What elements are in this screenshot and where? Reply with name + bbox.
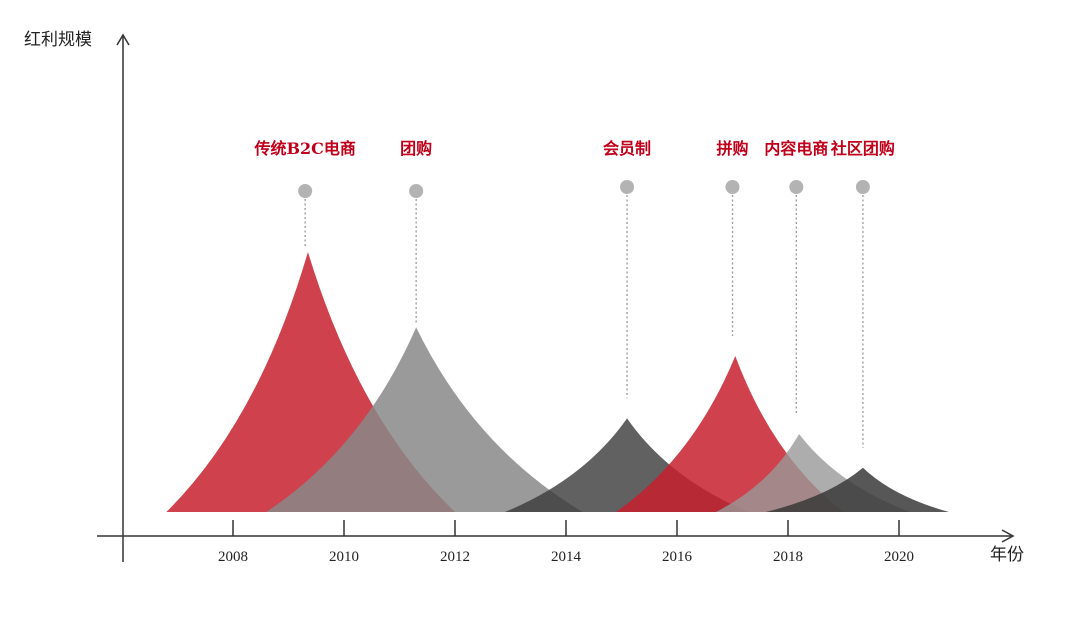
peak-area-2 — [266, 327, 583, 512]
y-axis-arrow-icon — [116, 33, 130, 46]
x-tick-label: 2014 — [551, 549, 582, 565]
phase-label: 内容电商 — [764, 139, 828, 158]
marker-dot — [409, 184, 424, 198]
phase-labels-layer: 传统B2C电商 团购 会员制 拼购 内容电商 社区团购 — [253, 139, 894, 158]
x-axis-arrow-icon — [1001, 529, 1015, 543]
phase-label: 团购 — [400, 139, 432, 158]
phase-label: 拼购 — [716, 139, 748, 158]
marker-dot — [725, 180, 740, 194]
x-tick-label: 2020 — [884, 549, 914, 565]
marker-dot — [298, 184, 313, 198]
peak-area-6 — [765, 467, 949, 512]
x-ticks-layer: 2008 2010 2012 2014 2016 2018 2020 — [218, 520, 914, 565]
x-axis-title: 年份 — [990, 545, 1024, 565]
x-tick-label: 2018 — [773, 549, 803, 565]
x-tick-label: 2010 — [329, 549, 359, 565]
marker-dot — [855, 180, 870, 194]
phase-label: 会员制 — [603, 139, 651, 158]
leader-lines-layer — [304, 195, 864, 448]
markers-layer — [298, 180, 870, 198]
marker-dot — [789, 180, 804, 194]
phase-label: 社区团购 — [830, 139, 895, 158]
y-axis-title: 红利规模 — [24, 30, 92, 50]
x-tick-label: 2008 — [218, 549, 248, 565]
x-tick-label: 2012 — [440, 549, 470, 565]
x-tick-label: 2016 — [662, 549, 693, 565]
peaks-layer — [166, 252, 949, 512]
marker-dot — [620, 180, 635, 194]
phase-label: 传统B2C电商 — [253, 139, 355, 158]
